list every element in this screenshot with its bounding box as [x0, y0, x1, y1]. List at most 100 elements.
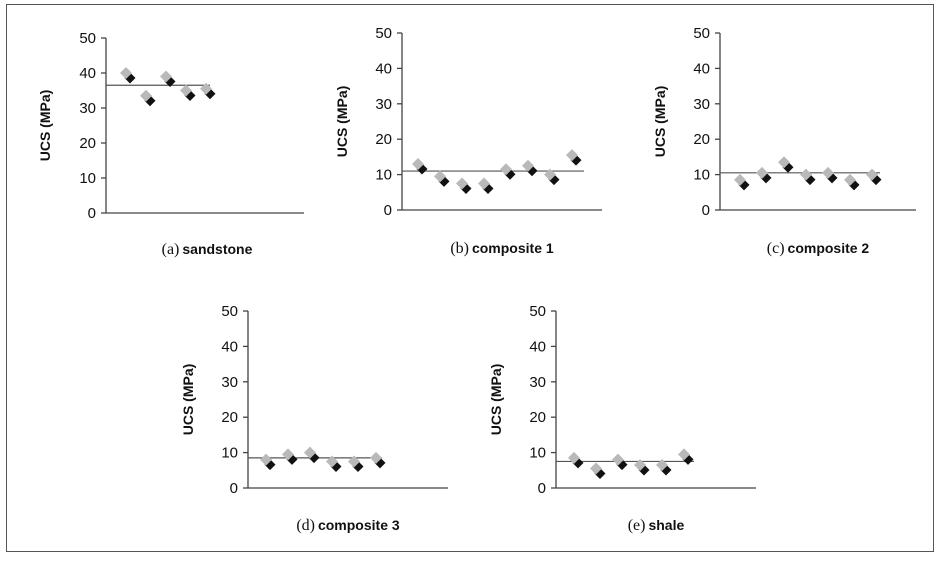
- data-point: [282, 448, 298, 465]
- data-point: [304, 446, 320, 464]
- panel-caption: (b) composite 1: [450, 240, 554, 257]
- data-point-marker: [734, 173, 746, 186]
- y-tick-label: 10: [375, 167, 392, 184]
- data-point-marker: [844, 173, 856, 186]
- caption-name: composite 3: [318, 517, 400, 533]
- data-point-marker: [656, 458, 668, 471]
- caption-prefix: (e): [628, 517, 646, 534]
- data-point-marker: [456, 177, 468, 190]
- y-tick-label: 40: [693, 60, 710, 77]
- y-axis-label: UCS (MPa): [652, 86, 668, 158]
- chart-panel-d: 0 10 20 30 40 50 UCS (MPa) (d) composite 3: [180, 303, 448, 534]
- data-point: [370, 451, 386, 469]
- data-point: [348, 455, 364, 472]
- y-tick-label: 50: [79, 30, 96, 47]
- data-point: [612, 453, 628, 471]
- data-point-marker: [678, 448, 690, 461]
- data-point-marker: [304, 446, 316, 459]
- panel-caption: (d) composite 3: [296, 517, 400, 534]
- data-point-marker: [348, 455, 360, 468]
- y-tick-label: 0: [702, 202, 710, 219]
- data-point-marker: [282, 448, 294, 461]
- data-point-marker: [866, 168, 878, 181]
- y-tick-label: 0: [88, 205, 96, 222]
- y-axis-label: UCS (MPa): [180, 364, 196, 436]
- data-point-marker: [180, 84, 192, 97]
- y-tick-label: 0: [538, 480, 546, 497]
- data-point: [456, 177, 472, 194]
- data-point: [478, 177, 494, 194]
- y-tick-label: 0: [230, 480, 238, 497]
- data-point-marker: [590, 462, 602, 475]
- y-tick-label: 10: [79, 170, 96, 187]
- y-tick-label: 50: [529, 303, 546, 320]
- data-point-marker: [566, 149, 578, 162]
- data-point: [822, 166, 838, 184]
- data-point: [434, 170, 450, 187]
- data-point-marker: [478, 177, 490, 190]
- y-tick-label: 20: [693, 131, 710, 148]
- data-point: [260, 453, 276, 471]
- data-point-marker: [568, 451, 580, 464]
- data-point: [326, 455, 342, 472]
- data-point-marker: [800, 168, 812, 181]
- chart-panel-a: 0 10 20 30 40 50 UCS (MPa) (a) sandstone: [37, 30, 304, 258]
- data-point-marker: [160, 70, 172, 83]
- data-point: [568, 451, 584, 469]
- data-point: [566, 149, 582, 166]
- y-tick-label: 30: [529, 374, 546, 391]
- chart-panel-b: 0 10 20 30 40 50 UCS (MPa) (b) composite 1: [334, 25, 602, 257]
- data-point: [756, 166, 772, 184]
- caption-name: composite 2: [788, 240, 870, 256]
- data-point-marker: [370, 451, 382, 464]
- panel-caption: (c) composite 2: [767, 240, 870, 257]
- panel-caption: (a) sandstone: [162, 241, 253, 258]
- caption-prefix: (a): [162, 241, 180, 258]
- data-point: [120, 67, 136, 84]
- data-point: [160, 70, 176, 87]
- data-point: [866, 168, 882, 186]
- y-axis-label: UCS (MPa): [37, 90, 53, 162]
- data-point-marker: [326, 455, 338, 468]
- data-point: [734, 173, 750, 191]
- panel-caption: (e) shale: [628, 517, 685, 534]
- data-point-marker: [778, 156, 790, 169]
- chart-panel-c: 0 10 20 30 40 50 UCS (MPa) (c) composite 2: [652, 25, 916, 257]
- data-point-marker: [500, 163, 512, 176]
- data-point-marker: [120, 67, 132, 79]
- y-tick-label: 20: [375, 131, 392, 148]
- data-point-marker: [200, 82, 212, 95]
- caption-prefix: (d): [296, 517, 315, 534]
- caption-prefix: (b): [450, 240, 469, 257]
- data-point: [678, 448, 694, 465]
- data-point: [634, 458, 650, 476]
- y-tick-label: 30: [693, 96, 710, 113]
- y-tick-label: 30: [375, 96, 392, 113]
- data-point-marker: [756, 166, 768, 179]
- figure-frame: [6, 4, 934, 552]
- data-point-marker: [412, 157, 424, 170]
- y-axis-label: UCS (MPa): [334, 86, 350, 158]
- y-tick-label: 40: [375, 60, 392, 77]
- y-tick-label: 0: [384, 202, 392, 219]
- data-point-marker: [260, 453, 272, 466]
- y-tick-label: 10: [529, 445, 546, 462]
- y-tick-label: 10: [221, 445, 238, 462]
- data-point-marker: [822, 166, 834, 179]
- data-point: [180, 84, 196, 101]
- data-point: [200, 82, 216, 100]
- y-tick-label: 20: [79, 135, 96, 152]
- data-point: [500, 163, 516, 180]
- data-point: [590, 462, 606, 480]
- data-point: [800, 168, 816, 186]
- caption-name: sandstone: [182, 241, 252, 257]
- y-tick-label: 20: [529, 409, 546, 426]
- y-tick-label: 50: [693, 25, 710, 42]
- data-point: [656, 458, 672, 476]
- caption-name: shale: [648, 517, 684, 533]
- data-point-marker: [140, 89, 152, 102]
- y-tick-label: 10: [693, 167, 710, 184]
- y-tick-label: 40: [221, 338, 238, 355]
- y-tick-label: 20: [221, 409, 238, 426]
